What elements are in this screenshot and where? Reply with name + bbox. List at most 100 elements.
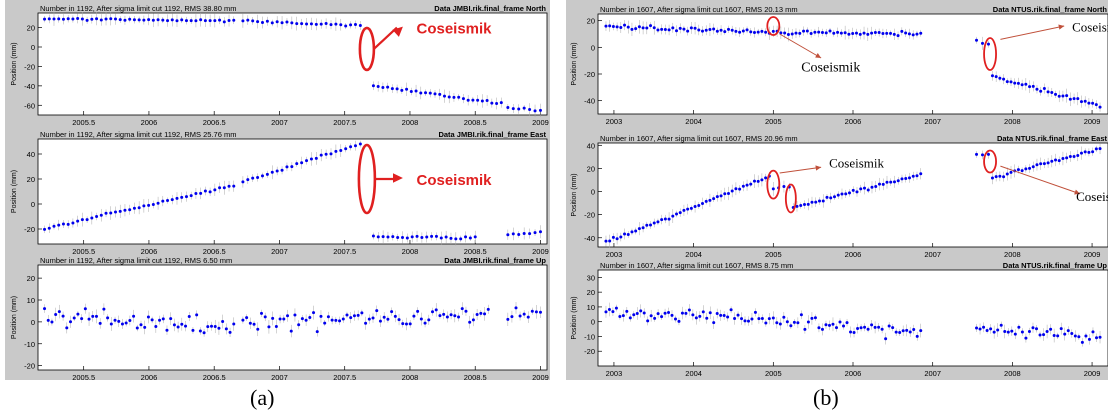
x-tick-label: 2006 — [141, 373, 158, 380]
panel-header: Number in 1192, After sigma limit cut 11… — [40, 256, 232, 265]
data-point — [663, 28, 667, 32]
data-point — [415, 234, 419, 238]
x-tick-label: 2005 — [765, 250, 782, 259]
data-point — [76, 312, 80, 316]
data-point — [169, 317, 173, 321]
data-point — [1070, 332, 1074, 336]
data-point — [992, 330, 996, 334]
data-point — [241, 180, 245, 184]
data-point — [461, 97, 465, 101]
data-point — [708, 28, 712, 32]
panel-0: Number in 1192, After sigma limit cut 11… — [11, 4, 549, 127]
arrow-head — [1074, 189, 1081, 195]
data-point — [57, 17, 61, 21]
coseismic-annotation: Coseismik — [766, 155, 884, 200]
annotation-arrow — [373, 26, 398, 50]
data-point — [726, 315, 730, 319]
data-point — [649, 223, 653, 227]
data-point — [712, 321, 716, 325]
y-tick-label: 20 — [587, 164, 595, 173]
data-point — [824, 31, 828, 35]
data-point — [712, 197, 716, 201]
data-point — [386, 317, 390, 321]
data-point — [433, 92, 437, 96]
data-point — [786, 33, 790, 37]
data-point — [911, 33, 915, 37]
data-point — [1020, 330, 1024, 334]
data-point — [792, 320, 796, 324]
annotation-arrow — [779, 166, 822, 174]
plot-area — [597, 13, 1108, 115]
data-point — [604, 239, 608, 243]
data-point — [123, 18, 127, 22]
data-point — [877, 31, 881, 35]
data-point — [330, 318, 334, 322]
y-tick-label: 10 — [27, 296, 35, 305]
data-point — [95, 17, 99, 21]
data-point — [218, 18, 222, 22]
data-point — [471, 318, 475, 322]
data-point — [898, 330, 902, 334]
data-point — [1073, 334, 1077, 338]
data-point — [395, 87, 399, 91]
data-point — [722, 313, 726, 317]
data-point — [741, 29, 745, 33]
data-point — [410, 235, 414, 239]
data-point — [1020, 169, 1024, 173]
data-point — [734, 29, 738, 33]
data-point — [817, 326, 821, 330]
data-point — [915, 32, 919, 36]
x-tick-label: 2008 — [402, 118, 419, 127]
data-point — [305, 22, 309, 26]
data-points — [604, 306, 1102, 344]
annotation-label: Coseismik — [829, 155, 884, 170]
data-point — [314, 22, 318, 26]
data-point — [738, 187, 742, 191]
data-point — [885, 180, 889, 184]
data-point — [1054, 158, 1058, 162]
data-point — [1046, 90, 1050, 94]
data-point — [828, 29, 832, 33]
data-point — [1057, 159, 1061, 163]
figure-a: Number in 1192, After sigma limit cut 11… — [5, 0, 550, 380]
data-point — [919, 31, 923, 35]
y-tick-label: -20 — [584, 211, 595, 220]
data-point — [76, 219, 80, 223]
data-point — [424, 91, 428, 95]
data-point — [1076, 97, 1080, 101]
data-point — [314, 156, 318, 160]
data-point — [806, 202, 810, 206]
data-point — [1002, 77, 1006, 81]
data-point — [304, 318, 308, 322]
data-point — [618, 315, 622, 319]
data-point — [315, 330, 319, 334]
data-point — [1066, 329, 1070, 333]
data-point — [813, 316, 817, 320]
data-point — [371, 316, 375, 320]
data-point — [222, 186, 226, 190]
data-point — [798, 31, 802, 35]
data-point — [217, 326, 221, 330]
y-tick-label: 40 — [27, 150, 35, 159]
data-point — [753, 310, 757, 314]
data-point — [656, 220, 660, 224]
data-point — [172, 323, 176, 327]
data-point — [319, 153, 323, 157]
y-tick-label: -60 — [24, 101, 35, 110]
data-point — [1016, 81, 1020, 85]
data-point — [483, 312, 487, 316]
data-point — [1010, 329, 1014, 333]
data-point — [623, 23, 627, 27]
data-point — [795, 204, 799, 208]
data-point — [760, 178, 764, 182]
data-point — [1080, 340, 1084, 344]
data-point — [280, 21, 284, 25]
data-point — [874, 185, 878, 189]
x-tick-label: 2006 — [141, 247, 158, 256]
data-point — [817, 30, 821, 34]
data-point — [390, 87, 394, 91]
data-point — [419, 91, 423, 95]
data-point — [480, 99, 484, 103]
data-point — [832, 31, 836, 35]
data-point — [459, 237, 463, 241]
